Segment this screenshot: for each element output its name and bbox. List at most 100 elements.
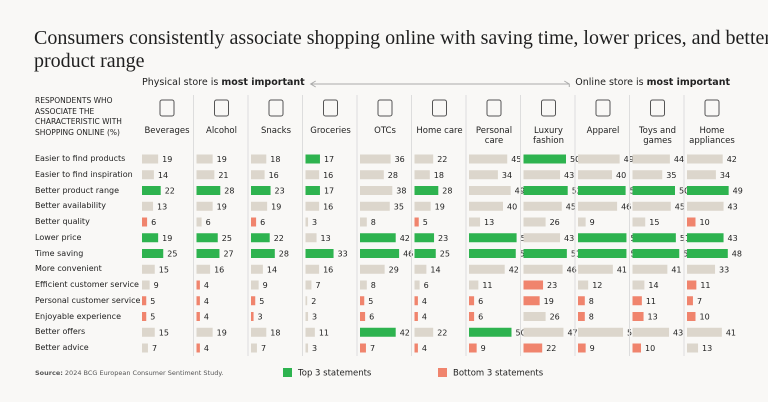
bar — [142, 312, 147, 321]
value-label: 35 — [666, 171, 676, 180]
row-label: Better product range — [35, 185, 120, 195]
bar — [142, 249, 164, 258]
source-text: 2024 BCG European Consumer Sentiment Stu… — [64, 369, 224, 377]
bar — [469, 327, 512, 337]
value-label: 14 — [430, 265, 440, 274]
value-label: 17 — [324, 187, 334, 196]
row-label: Better advice — [35, 343, 89, 352]
value-label: 25 — [222, 234, 232, 243]
value-label: 22 — [437, 155, 447, 164]
value-label: 8 — [589, 313, 594, 322]
bar — [632, 154, 670, 164]
value-label: 7 — [315, 281, 320, 290]
value-label: 4 — [204, 344, 209, 353]
bar — [196, 312, 200, 321]
bar — [142, 233, 159, 243]
bar — [251, 343, 257, 353]
value-label: 8 — [589, 297, 594, 306]
row-label: Lower price — [35, 232, 82, 242]
bar — [523, 327, 564, 337]
value-label: 51 — [571, 250, 581, 259]
bar — [523, 217, 546, 227]
value-label: 7 — [261, 344, 266, 353]
value-label: 2 — [311, 297, 316, 306]
value-label: 19 — [544, 297, 554, 306]
right-arrow-bold: most important — [646, 77, 730, 88]
bar — [414, 217, 419, 227]
value-label: 12 — [592, 281, 602, 290]
bar — [142, 154, 159, 164]
column-label: Groceries — [310, 126, 351, 136]
row-header: RESPONDENTS WHO ASSOCIATE THE CHARACTERI… — [35, 96, 122, 137]
value-label: 3 — [312, 313, 317, 322]
bar — [196, 233, 218, 243]
value-label: 15 — [159, 328, 169, 337]
bar — [523, 201, 562, 211]
value-label: 16 — [269, 171, 279, 180]
bar — [632, 264, 668, 274]
value-label: 38 — [396, 187, 406, 196]
value-label: 40 — [507, 202, 517, 211]
value-label: 5 — [150, 297, 155, 306]
value-label: 45 — [675, 202, 685, 211]
value-label: 26 — [550, 313, 560, 322]
row-label: More convenient — [35, 264, 102, 274]
value-label: 41 — [671, 265, 681, 274]
value-label: 19 — [162, 234, 172, 243]
value-label: 22 — [437, 328, 447, 337]
value-label: 4 — [422, 344, 427, 353]
bar — [632, 280, 645, 290]
value-label: 34 — [502, 171, 512, 180]
bar — [360, 186, 393, 195]
bar — [414, 327, 434, 337]
category-icon — [541, 99, 556, 117]
row-label: Easier to find products — [35, 154, 126, 163]
bar — [578, 327, 624, 337]
column-label: Alcohol — [206, 126, 237, 136]
bar — [632, 170, 663, 180]
value-label: 11 — [482, 281, 492, 290]
value-label: 33 — [338, 250, 348, 259]
value-label: 13 — [702, 344, 712, 353]
value-label: 51 — [680, 234, 690, 243]
category-icon — [650, 99, 665, 117]
value-label: 11 — [646, 297, 656, 306]
value-label: 43 — [673, 328, 683, 337]
bar — [305, 343, 309, 353]
bar — [360, 170, 384, 180]
bar — [196, 201, 213, 211]
value-label: 21 — [218, 171, 228, 180]
bar — [305, 186, 320, 195]
column-label: Personal care — [475, 126, 513, 146]
bar — [632, 312, 644, 321]
bar — [687, 312, 696, 321]
source: Source: 2024 BCG European Consumer Senti… — [35, 369, 223, 377]
bar — [305, 280, 312, 290]
bar — [360, 327, 396, 337]
value-label: 9 — [590, 344, 595, 353]
row-label: Enjoyable experience — [35, 311, 121, 321]
bar — [469, 249, 516, 258]
value-label: 3 — [258, 313, 263, 322]
value-label: 10 — [700, 218, 710, 227]
value-label: 40 — [616, 171, 626, 180]
value-label: 43 — [728, 202, 738, 211]
value-label: 6 — [260, 218, 265, 227]
bar — [196, 264, 211, 274]
value-label: 6 — [151, 218, 156, 227]
bar — [687, 154, 723, 164]
value-label: 6 — [478, 297, 483, 306]
bar — [142, 296, 147, 306]
row-label: Better quality — [35, 217, 90, 226]
value-label: 5 — [423, 218, 428, 227]
value-label: 19 — [217, 202, 227, 211]
value-label: 6 — [424, 281, 429, 290]
value-label: 9 — [154, 281, 159, 290]
bar — [360, 280, 367, 290]
bar — [251, 217, 257, 227]
bar — [142, 186, 161, 195]
bar — [251, 296, 256, 306]
bar — [414, 280, 420, 290]
bar — [469, 217, 481, 227]
category-icon — [377, 99, 393, 117]
